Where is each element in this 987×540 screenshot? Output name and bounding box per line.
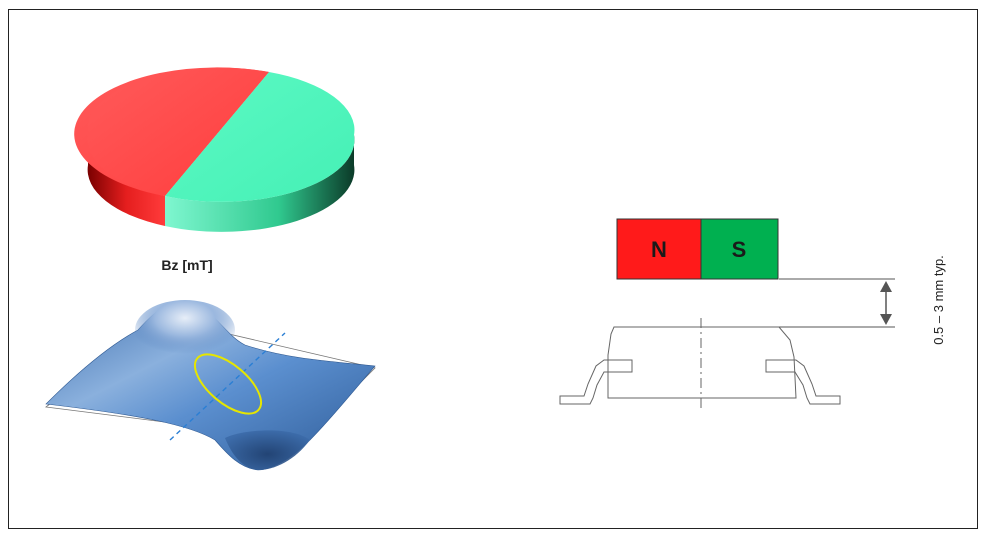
sensor-package (559, 318, 841, 410)
disc-side-south (165, 135, 355, 232)
package-lead-left (559, 359, 633, 405)
dimension-arrow-up-icon (880, 281, 892, 292)
surface-axis-line (169, 332, 286, 441)
magnet-north-pole (616, 218, 702, 280)
north-label: N (651, 237, 667, 262)
bar-magnet: N S (616, 218, 779, 280)
package-lead-right (765, 359, 841, 405)
distance-label: 0.5 – 3 mm typ. (931, 255, 946, 345)
field-surface-plot (44, 300, 376, 471)
disc-magnet (74, 67, 355, 232)
sensor-ellipse (194, 353, 262, 415)
surface-valley (225, 430, 310, 470)
magnet-south-pole (700, 218, 779, 280)
south-label: S (732, 237, 747, 262)
field-label: Bz [mT] (161, 257, 212, 273)
distance-dimension: 0.5 – 3 mm typ. (779, 255, 946, 345)
disc-side-north (87, 135, 165, 226)
package-body (607, 326, 797, 399)
figure-frame (8, 9, 978, 529)
disc-top-south (165, 72, 355, 202)
surface-peak (135, 300, 235, 360)
disc-top-north-fill (87, 67, 269, 196)
dimension-arrow-down-icon (880, 314, 892, 325)
